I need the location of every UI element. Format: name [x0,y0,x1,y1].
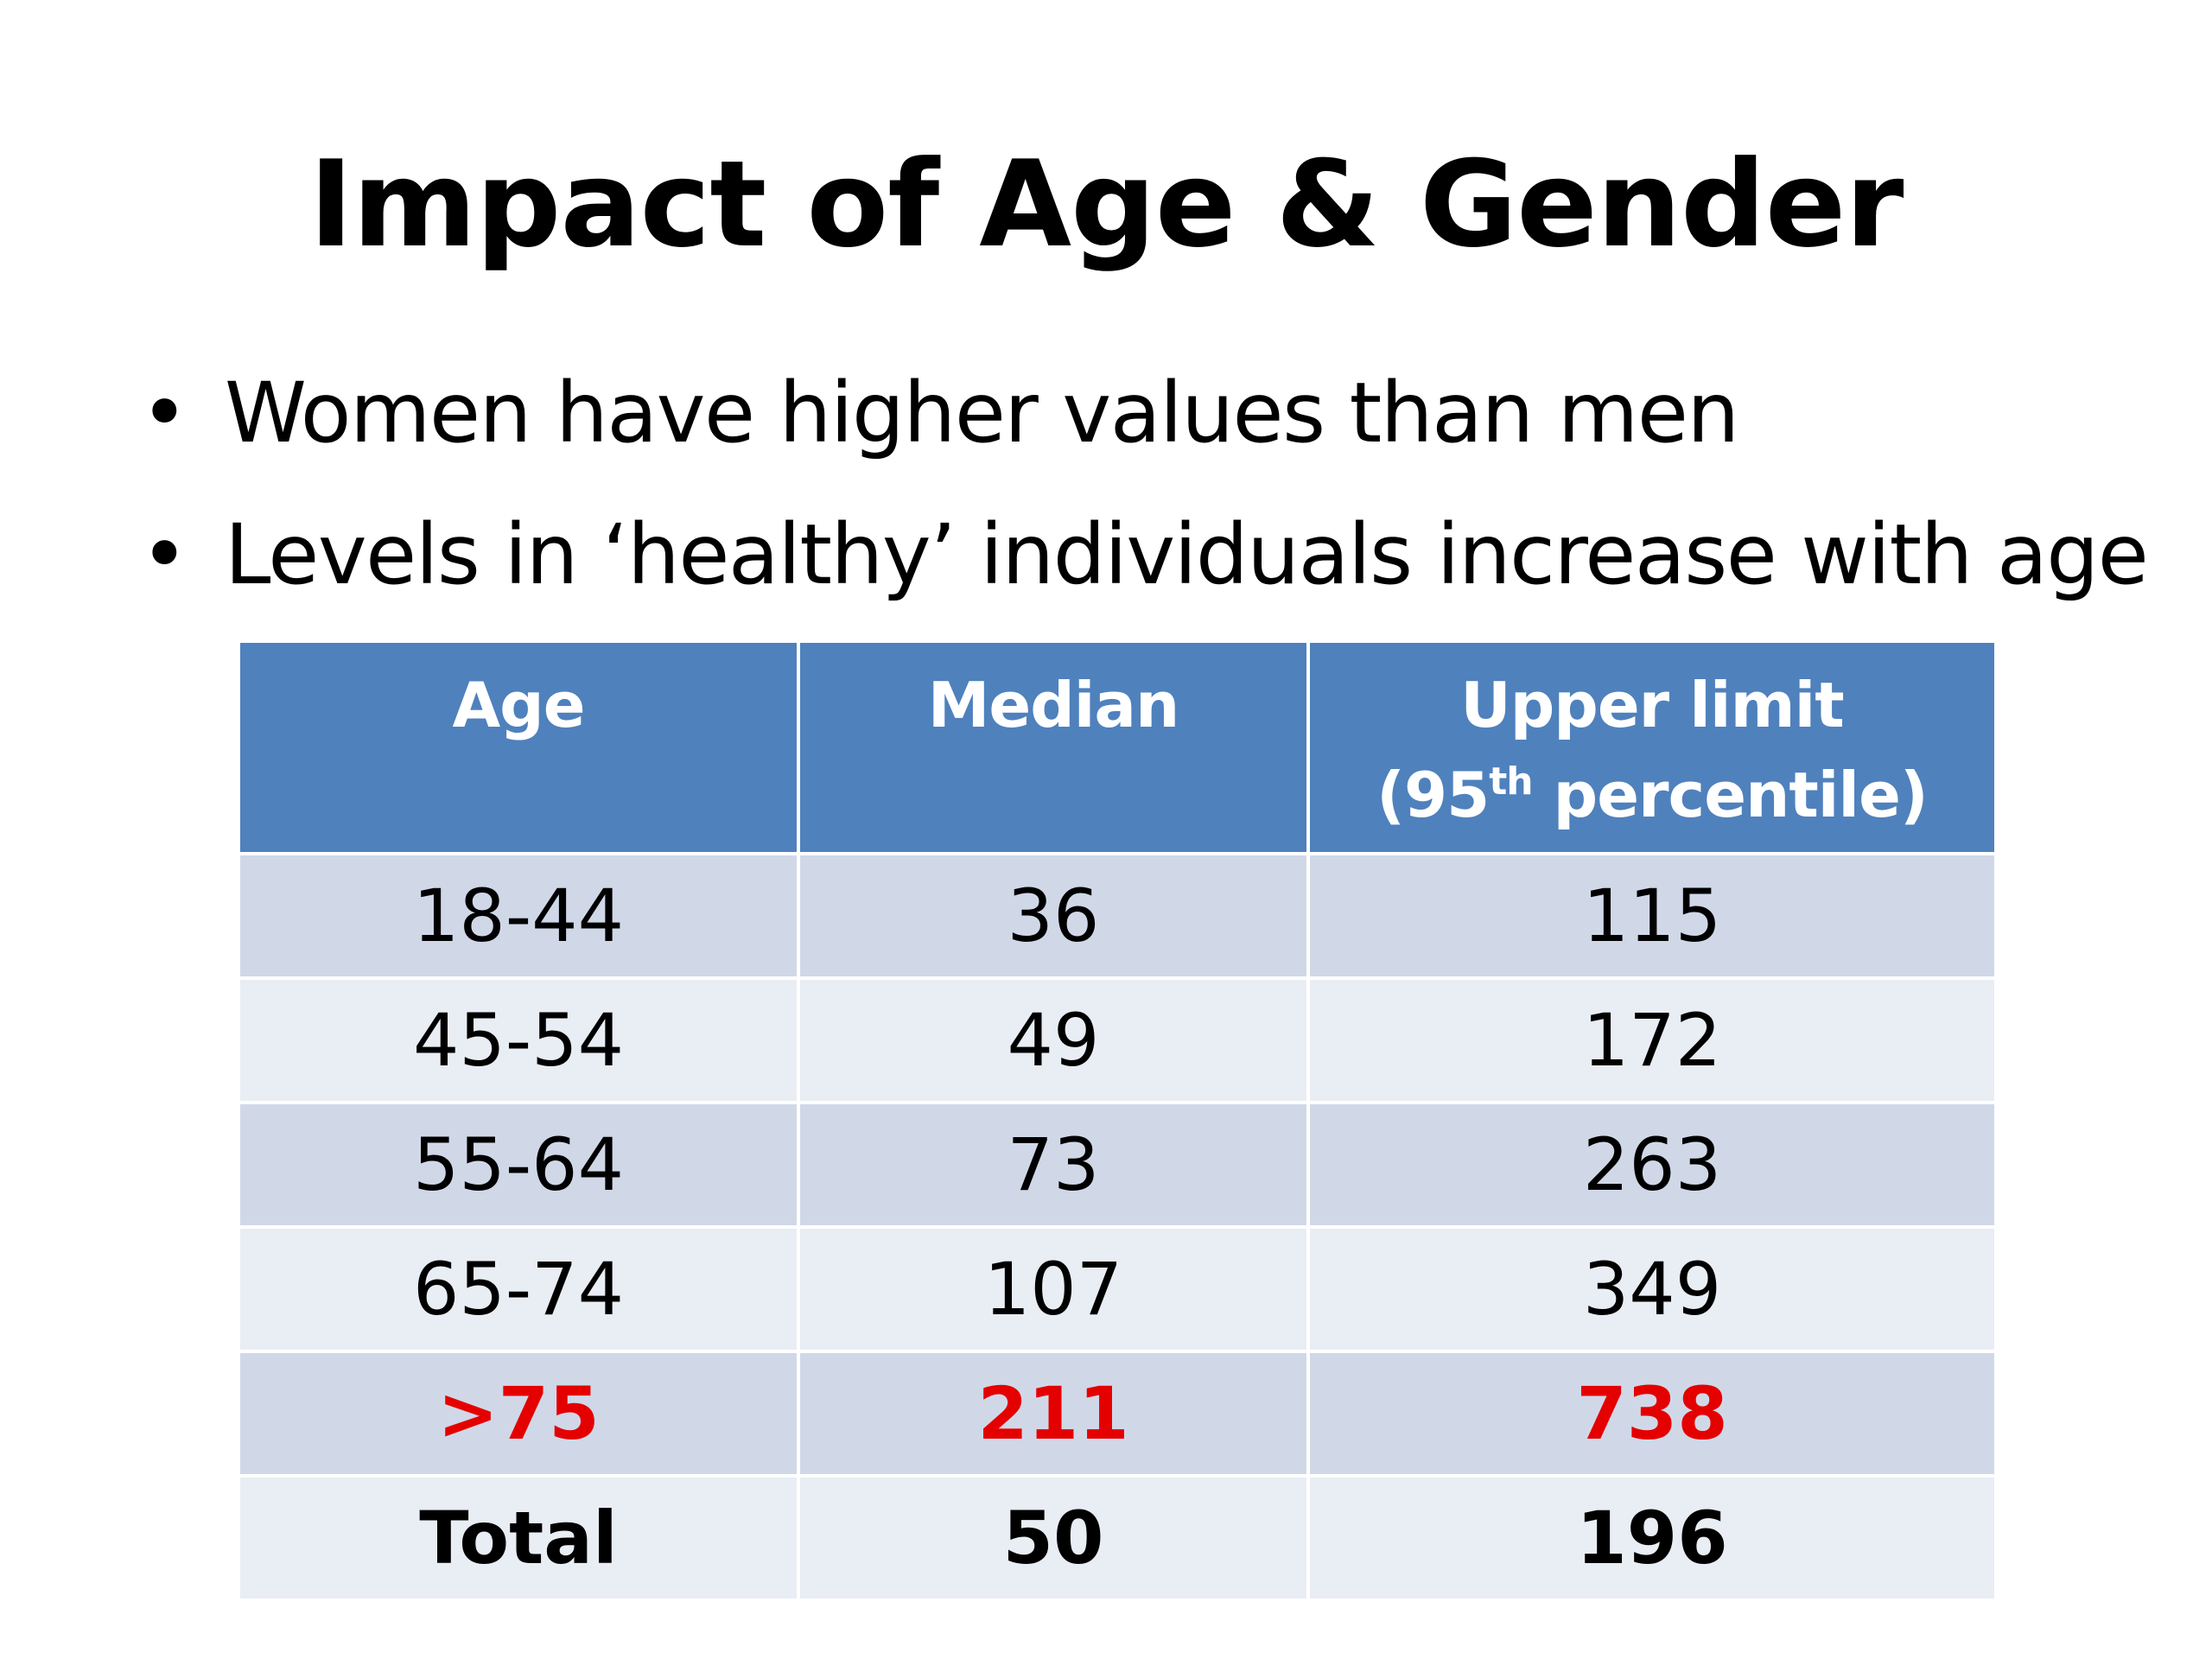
age-values-table: Age Median Upper limit (95th percentile)… [237,643,1998,1602]
header-age: Age [237,643,800,855]
cell-upper-limit: 738 [1306,1350,1998,1478]
table-row: 45-54 49 172 [237,976,1998,1104]
cell-median: 49 [797,976,1310,1104]
table-row: 65-74 107 349 [237,1225,1998,1353]
cell-upper-limit: 263 [1306,1101,1998,1229]
header-upper-limit-sup: th [1489,760,1533,804]
cell-age: 18-44 [237,852,800,980]
cell-age: 55-64 [237,1101,800,1229]
table-row-highlighted: >75 211 738 [237,1350,1998,1478]
cell-age: 45-54 [237,976,800,1104]
bullet-text: Levels in ‘healthy’ individuals increase… [225,506,2149,603]
cell-age: Total [237,1474,800,1602]
cell-upper-limit: 349 [1306,1225,1998,1353]
cell-median: 211 [797,1350,1310,1478]
bullet-dot-icon: • [140,365,189,461]
table-row-total: Total 50 196 [237,1474,1998,1602]
bullet-item: • Levels in ‘healthy’ individuals increa… [130,506,2149,603]
bullet-item: • Women have higher values than men [130,372,2147,454]
bullet-list: • Women have higher values than men • Le… [130,372,2149,603]
cell-median: 73 [797,1101,1310,1229]
header-upper-limit-line1: Upper limit [1460,669,1844,741]
cell-age: 65-74 [237,1225,800,1353]
slide-title: Impact of Age & Gender [308,135,1904,274]
table-row: 18-44 36 115 [237,852,1998,980]
table-row: 55-64 73 263 [237,1101,1998,1229]
cell-upper-limit: 115 [1306,852,1998,980]
table-header-row: Age Median Upper limit (95th percentile) [237,643,1998,855]
header-upper-limit: Upper limit (95th percentile) [1306,643,1998,855]
bullet-dot-icon: • [140,506,189,603]
header-upper-limit-post: percentile) [1532,759,1929,831]
header-upper-limit-line2: (95th percentile) [1310,750,1994,840]
cell-median: 107 [797,1225,1310,1353]
cell-upper-limit: 172 [1306,976,1998,1104]
cell-age: >75 [237,1350,800,1478]
header-upper-limit-pre: (95 [1376,759,1490,831]
cell-upper-limit: 196 [1306,1474,1998,1602]
bullet-text: Women have higher values than men [225,365,1739,461]
cell-median: 36 [797,852,1310,980]
cell-median: 50 [797,1474,1310,1602]
header-median: Median [797,643,1310,855]
